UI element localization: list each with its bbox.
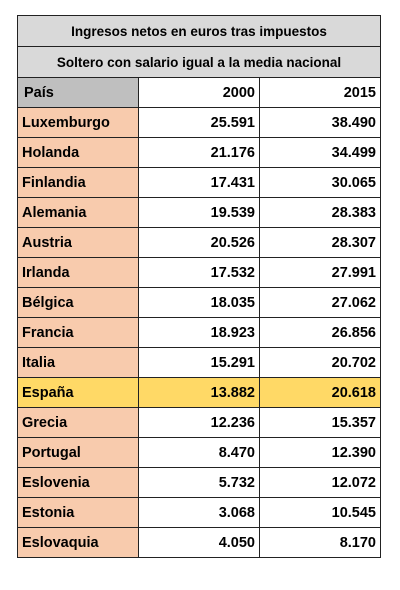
- cell-value-2000: 8.470: [138, 437, 260, 468]
- table-row: Alemania 19.539 28.383: [17, 197, 381, 228]
- cell-value-2015: 10.545: [259, 497, 381, 528]
- cell-country: Luxemburgo: [17, 107, 139, 138]
- table-row: Eslovenia 5.732 12.072: [17, 467, 381, 498]
- table-row: Italia 15.291 20.702: [17, 347, 381, 378]
- table-row: España 13.882 20.618: [17, 377, 381, 408]
- cell-country: Eslovenia: [17, 467, 139, 498]
- column-header-2015: 2015: [259, 77, 381, 108]
- table-row: Portugal 8.470 12.390: [17, 437, 381, 468]
- cell-value-2000: 19.539: [138, 197, 260, 228]
- cell-value-2015: 27.062: [259, 287, 381, 318]
- column-header-country: País: [17, 77, 139, 108]
- cell-country: Holanda: [17, 137, 139, 168]
- table-body: Ingresos netos en euros tras impuestos S…: [17, 15, 381, 558]
- cell-value-2015: 28.307: [259, 227, 381, 258]
- table-row: Eslovaquia 4.050 8.170: [17, 527, 381, 558]
- table-subtitle: Soltero con salario igual a la media nac…: [17, 46, 381, 78]
- table-row: Francia 18.923 26.856: [17, 317, 381, 348]
- cell-country: Alemania: [17, 197, 139, 228]
- cell-value-2015: 12.390: [259, 437, 381, 468]
- table-title: Ingresos netos en euros tras impuestos: [17, 15, 381, 47]
- cell-value-2000: 12.236: [138, 407, 260, 438]
- table-row: Finlandia 17.431 30.065: [17, 167, 381, 198]
- cell-value-2000: 3.068: [138, 497, 260, 528]
- table-row: Estonia 3.068 10.545: [17, 497, 381, 528]
- column-header-2000: 2000: [138, 77, 260, 108]
- cell-value-2000: 18.923: [138, 317, 260, 348]
- cell-value-2015: 8.170: [259, 527, 381, 558]
- cell-value-2000: 17.532: [138, 257, 260, 288]
- table-row: Luxemburgo 25.591 38.490: [17, 107, 381, 138]
- table-row: Grecia 12.236 15.357: [17, 407, 381, 438]
- cell-value-2015: 20.702: [259, 347, 381, 378]
- cell-country: Grecia: [17, 407, 139, 438]
- cell-country: Finlandia: [17, 167, 139, 198]
- cell-value-2015: 20.618: [259, 377, 381, 408]
- table-row: Bélgica 18.035 27.062: [17, 287, 381, 318]
- title-row: Ingresos netos en euros tras impuestos: [17, 15, 381, 47]
- cell-country: Bélgica: [17, 287, 139, 318]
- cell-value-2015: 12.072: [259, 467, 381, 498]
- table-row: Holanda 21.176 34.499: [17, 137, 381, 168]
- cell-value-2015: 38.490: [259, 107, 381, 138]
- cell-value-2015: 27.991: [259, 257, 381, 288]
- cell-country: Irlanda: [17, 257, 139, 288]
- cell-country: Italia: [17, 347, 139, 378]
- cell-value-2000: 20.526: [138, 227, 260, 258]
- table-row: Irlanda 17.532 27.991: [17, 257, 381, 288]
- cell-value-2000: 13.882: [138, 377, 260, 408]
- cell-country: Estonia: [17, 497, 139, 528]
- subtitle-row: Soltero con salario igual a la media nac…: [17, 46, 381, 78]
- table-row: Austria 20.526 28.307: [17, 227, 381, 258]
- cell-value-2000: 25.591: [138, 107, 260, 138]
- cell-value-2015: 34.499: [259, 137, 381, 168]
- cell-country: Portugal: [17, 437, 139, 468]
- cell-value-2000: 15.291: [138, 347, 260, 378]
- cell-value-2015: 15.357: [259, 407, 381, 438]
- header-row: País 2000 2015: [17, 77, 381, 108]
- cell-value-2000: 18.035: [138, 287, 260, 318]
- cell-value-2015: 28.383: [259, 197, 381, 228]
- cell-country: Eslovaquia: [17, 527, 139, 558]
- cell-value-2000: 5.732: [138, 467, 260, 498]
- cell-value-2000: 17.431: [138, 167, 260, 198]
- cell-value-2000: 21.176: [138, 137, 260, 168]
- cell-country: España: [17, 377, 139, 408]
- cell-value-2000: 4.050: [138, 527, 260, 558]
- cell-value-2015: 30.065: [259, 167, 381, 198]
- income-table: Ingresos netos en euros tras impuestos S…: [17, 15, 381, 558]
- cell-country: Austria: [17, 227, 139, 258]
- cell-value-2015: 26.856: [259, 317, 381, 348]
- cell-country: Francia: [17, 317, 139, 348]
- income-table-container: Ingresos netos en euros tras impuestos S…: [17, 15, 381, 558]
